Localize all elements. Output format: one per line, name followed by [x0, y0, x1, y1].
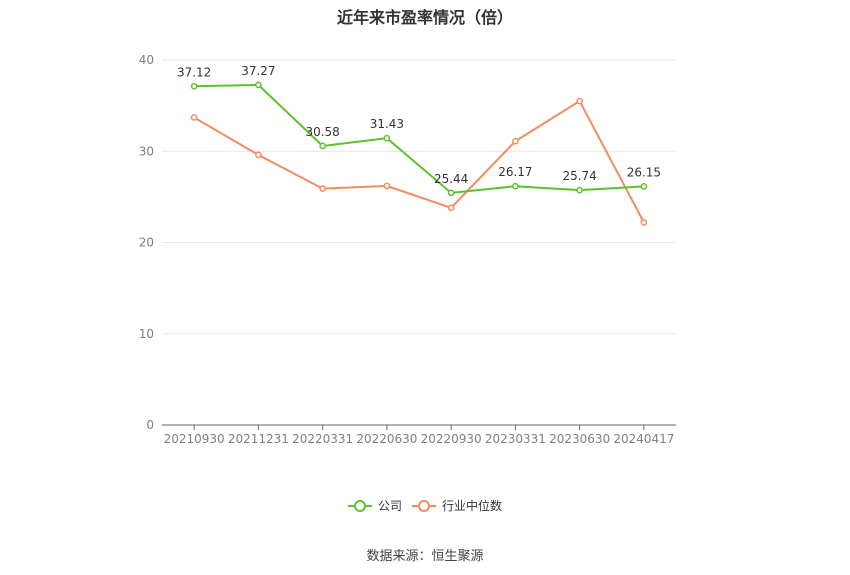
x-tick-label: 20230630 — [549, 432, 610, 446]
x-axis-ticks: 20210930 20211231 20220331 20220630 20220930… — [164, 425, 674, 446]
x-tick-label: 20220331 — [292, 432, 353, 446]
data-point — [255, 151, 262, 159]
y-axis-ticks: 0 10 20 30 40 — [139, 53, 154, 432]
data-point — [383, 134, 391, 142]
data-point — [447, 204, 455, 212]
legend-label: 行业中位数 — [442, 498, 502, 513]
chart-title: 近年来市盈率情况（倍） — [336, 8, 513, 27]
series-line-0 — [194, 83, 644, 194]
data-point — [576, 97, 583, 105]
y-tick-label: 40 — [139, 53, 154, 67]
data-point — [512, 182, 519, 190]
source-note: 数据来源：恒生聚源 — [366, 549, 484, 564]
data-labels: 37.12 37.27 30.58 31.43 25.44 26.17 25.74 26.15 — [177, 64, 661, 186]
y-tick-label: 10 — [139, 327, 154, 341]
data-label: 31.43 — [370, 117, 404, 131]
data-point — [383, 182, 391, 190]
data-label: 37.27 — [241, 64, 275, 78]
data-label: 30.58 — [305, 125, 339, 139]
legend: 公司 行业中位数 — [348, 498, 502, 513]
data-point — [447, 189, 455, 197]
data-point — [640, 183, 648, 190]
x-tick-label: 20220630 — [356, 432, 417, 446]
x-tick-label: 20240417 — [613, 432, 674, 446]
y-tick-label: 0 — [146, 418, 154, 432]
legend-marker-icon — [418, 500, 430, 512]
legend-label: 公司 — [378, 499, 402, 513]
data-label: 26.15 — [627, 165, 661, 179]
x-tick-label: 20210930 — [164, 432, 225, 446]
series-layer — [190, 81, 648, 226]
data-point — [190, 114, 198, 121]
x-tick-label: 20211231 — [228, 432, 289, 446]
data-label: 37.12 — [177, 65, 211, 79]
data-point — [319, 185, 326, 193]
grid-lines — [162, 59, 676, 335]
data-point — [512, 137, 519, 145]
data-point — [640, 219, 648, 226]
legend-item-1[interactable]: 行业中位数 — [412, 498, 502, 513]
data-label: 26.17 — [498, 165, 532, 179]
legend-item-0[interactable]: 公司 — [348, 499, 402, 513]
x-tick-label: 20230331 — [485, 432, 546, 446]
x-tick-label: 20220930 — [421, 432, 482, 446]
y-tick-label: 20 — [139, 236, 154, 250]
data-point — [255, 81, 262, 89]
y-tick-label: 30 — [139, 144, 154, 158]
data-point — [319, 142, 326, 150]
data-label: 25.44 — [434, 172, 468, 186]
data-point — [576, 186, 583, 194]
data-point — [190, 82, 198, 90]
data-label: 25.74 — [562, 169, 596, 183]
legend-marker-icon — [354, 500, 366, 512]
series-line-1 — [193, 99, 645, 223]
